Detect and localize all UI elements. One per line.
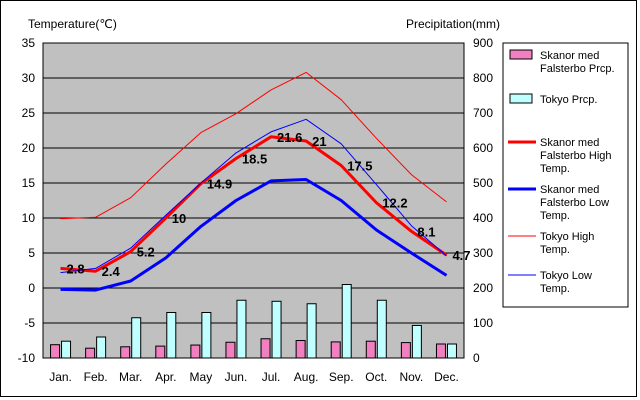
right-tick-label: 100 [473,316,493,330]
skanor-precip-bar [435,343,446,359]
left-axis-title: Temperature(℃) [28,17,117,31]
x-tick-label: Mar. [119,370,142,384]
tokyo-precip-bar [411,324,422,359]
high-temp-data-label: 8.1 [417,224,435,239]
left-tick-label: 25 [22,106,36,120]
legend-label-skanor-high: Skanor med [540,137,599,149]
legend-label-skanor-high: Temp. [540,163,570,175]
right-tick-label: 800 [473,71,493,85]
high-temp-data-label: 14.9 [207,177,232,192]
x-tick-label: Oct. [365,370,387,384]
left-tick-label: 20 [22,141,36,155]
legend-label-skanor-high: Falsterbo High [540,150,612,162]
right-tick-label: 500 [473,176,493,190]
legend-label-skanor-prcp: Falsterbo Prcp. [540,63,615,75]
right-tick-label: 300 [473,246,493,260]
legend-label-tokyo-low: Temp. [540,283,570,295]
high-temp-data-label: 2.8 [67,261,85,276]
left-tick-label: 30 [22,71,36,85]
legend-label-skanor-low: Temp. [540,210,570,222]
legend-label-skanor-low: Falsterbo Low [540,197,609,209]
skanor-precip-bar [330,341,341,359]
tokyo-precip-bar [376,299,387,359]
tokyo-precip-bar [236,299,247,359]
x-tick-label: Sep. [329,370,354,384]
legend-label-tokyo-low: Tokyo Low [540,270,592,282]
legend-label-tokyo-high: Temp. [540,244,570,256]
right-tick-label: 200 [473,281,493,295]
skanor-precip-bar [260,338,271,359]
x-tick-label: Aug. [294,370,319,384]
high-temp-data-label: 18.5 [242,152,267,167]
x-tick-label: Jul. [262,370,281,384]
left-tick-label: -5 [24,316,35,330]
skanor-precip-bar [85,347,96,359]
skanor-precip-bar [190,344,201,359]
skanor-precip-bar [400,342,411,359]
x-tick-label: Feb. [84,370,108,384]
skanor-precip-bar [295,340,306,359]
skanor-precip-bar [155,345,166,359]
high-temp-data-label: 21 [312,134,326,149]
left-tick-label: 5 [28,246,35,260]
x-tick-label: Jan. [49,370,72,384]
left-tick-label: -10 [18,351,36,365]
tokyo-precip-bar [96,336,107,359]
right-tick-label: 400 [473,211,493,225]
legend-label-tokyo-high: Tokyo High [540,231,594,243]
plot-area: -10 -5 0 5 10 15 20 25 30 35 0 100 200 300 400 500 600 70… [18,36,494,384]
legend-box [502,42,629,308]
plot-border [42,42,465,359]
legend-swatch-tokyo-prcp [509,93,533,104]
tokyo-precip-bar [61,340,72,359]
left-tick-label: 0 [28,281,35,295]
x-tick-label: Jun. [225,370,248,384]
tokyo-precip-bar [131,317,142,359]
left-tick-label: 15 [22,176,36,190]
x-tick-label: May [190,370,213,384]
skanor-precip-bar [225,341,236,359]
left-tick-label: 35 [22,36,36,50]
tokyo-precip-bar [166,312,177,359]
skanor-precip-bar [365,340,376,359]
skanor-precip-bar [120,346,131,359]
legend-label-skanor-low: Skanor med [540,184,599,196]
x-tick-label: Apr. [155,370,176,384]
tokyo-precip-bar [341,284,352,359]
plot-background [43,43,464,358]
right-tick-label: 600 [473,141,493,155]
right-tick-label: 0 [473,351,480,365]
legend-label-tokyo-prcp: Tokyo Prcp. [540,94,597,106]
tokyo-high-line [60,71,447,220]
high-temp-data-label: 12.2 [382,196,407,211]
tokyo-precip-bar [446,343,457,359]
skanor-low-line [60,178,448,292]
x-tick-label: Dec. [434,370,459,384]
right-tick-label: 700 [473,106,493,120]
tokyo-precip-bar [306,303,317,359]
legend-label-skanor-prcp: Skanor med [540,50,599,62]
right-axis-title: Precipitation(mm) [406,17,500,31]
tokyo-low-line [60,118,447,274]
tokyo-precip-bar [271,300,282,359]
high-temp-data-label: 2.4 [102,264,121,279]
left-tick-label: 10 [22,211,36,225]
tokyo-precip-bar [201,312,212,359]
x-tick-label: Nov. [399,370,423,384]
right-tick-label: 900 [473,36,493,50]
high-temp-data-label: 17.5 [347,159,372,174]
high-temp-data-label: 10 [172,211,186,226]
high-temp-data-label: 4.7 [452,248,470,263]
skanor-precip-bar [50,344,61,359]
high-temp-data-label: 21.6 [277,130,302,145]
high-temp-data-label: 5.2 [137,245,155,260]
skanor-high-line [60,135,448,273]
legend-swatch-skanor-prcp [509,49,533,60]
